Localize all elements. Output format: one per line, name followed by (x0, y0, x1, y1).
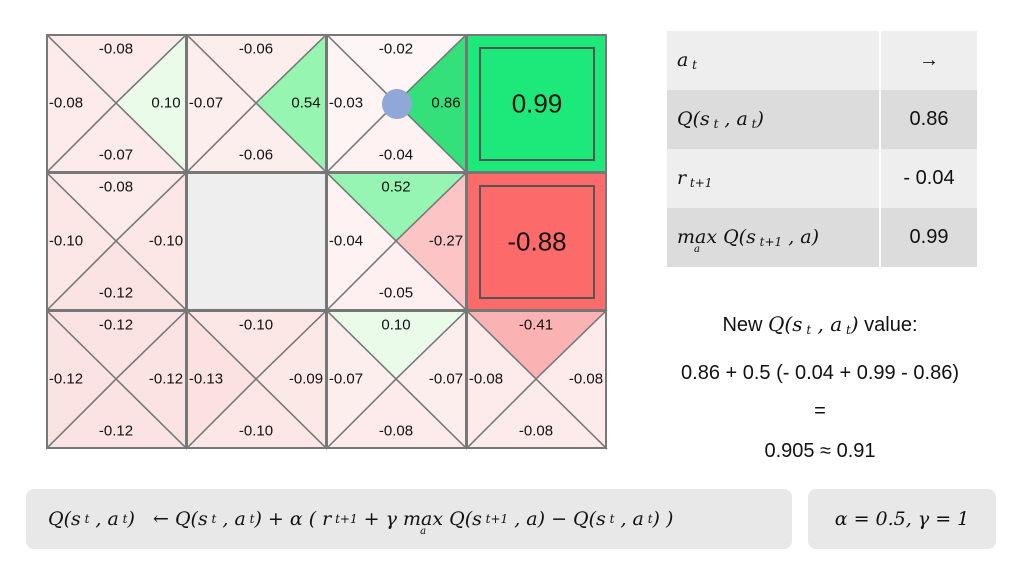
q-value-right: -0.08 (568, 370, 604, 388)
table-value: 0.86 (880, 90, 977, 149)
q-value-down: -0.08 (378, 422, 414, 440)
update-result: 0.905 ≈ 0.91 (764, 440, 876, 462)
q-value-right: 0.54 (291, 94, 321, 112)
q-value-right: 0.10 (151, 94, 181, 112)
agent-marker (382, 89, 412, 119)
q-value-down: -0.06 (238, 146, 274, 164)
table-row: a t → (667, 31, 977, 90)
cell-border (466, 310, 607, 449)
terminal-value: -0.88 (507, 226, 567, 257)
q-value-up: -0.12 (98, 316, 134, 334)
hyperparameters: α = 0.5, γ = 1 (808, 489, 996, 549)
transition-table: a t → Q(s t , a t) 0.86 r t+1- 0.04 max a Q(s … (667, 31, 977, 267)
q-value-down: -0.08 (518, 422, 554, 440)
q-value-down: -0.10 (238, 422, 274, 440)
grid-cell-r0-c1: -0.06 -0.06 -0.07 0.54 (186, 34, 328, 174)
table-value: - 0.04 (880, 149, 977, 208)
table-label: a t (667, 31, 881, 90)
q-value-up: -0.10 (238, 316, 274, 334)
table-label: r t+1 (667, 149, 881, 208)
q-value-right: -0.09 (288, 370, 324, 388)
q-value-up: -0.08 (98, 178, 134, 196)
q-value-left: -0.08 (48, 94, 84, 112)
gridworld: -0.08 -0.07 -0.08 0.10 -0.06 -0.06 -0.07 0.54 -0… (46, 34, 608, 452)
grid-cell-r2-c3: -0.41 -0.08 -0.08 -0.08 (466, 310, 608, 450)
terminal-value: 0.99 (511, 88, 563, 119)
grid-cell-r0-c0: -0.08 -0.07 -0.08 0.10 (46, 34, 188, 174)
q-value-right: -0.07 (428, 370, 464, 388)
q-value-left: -0.07 (188, 94, 224, 112)
table-row: Q(s t , a t) 0.86 (667, 90, 977, 149)
q-value-down: -0.05 (378, 284, 414, 302)
q-learning-update-formula: Q(s t , a t) ← Q(s t , a t) + α ( r t+1 … (26, 489, 792, 549)
q-value-right: 0.86 (431, 94, 461, 112)
grid-cell-r1-c3: -0.88 (466, 172, 607, 311)
new-q-heading: New Q(s t , a t) value: (640, 312, 1000, 337)
q-value-left: -0.08 (468, 370, 504, 388)
new-q-suffix: value: (864, 314, 918, 336)
q-value-down: -0.04 (378, 146, 414, 164)
q-value-up: -0.06 (238, 40, 274, 58)
q-value-up: -0.41 (518, 316, 554, 334)
q-value-right: -0.12 (148, 370, 184, 388)
terminal-state-box: 0.99 (479, 47, 595, 161)
q-value-left: -0.03 (328, 94, 364, 112)
grid-cell-r0-c2: -0.02 -0.04 -0.03 0.86 (326, 34, 468, 174)
q-value-up: -0.02 (378, 40, 414, 58)
grid-cell-r1-c1 (186, 172, 327, 311)
q-value-right: -0.10 (148, 232, 184, 250)
grid-cell-r2-c1: -0.10 -0.10 -0.13 -0.09 (186, 310, 328, 450)
table-label: max a Q(s t+1 , a) (667, 208, 881, 267)
grid-cell-r1-c0: -0.08 -0.12 -0.10 -0.10 (46, 172, 188, 312)
grid-cell-r2-c0: -0.12 -0.12 -0.12 -0.12 (46, 310, 188, 450)
table-value: → (880, 31, 977, 90)
table-label: Q(s t , a t) (667, 90, 881, 149)
q-value-down: -0.12 (98, 422, 134, 440)
grid-cell-r0-c3: 0.99 (466, 34, 607, 173)
table-value: 0.99 (880, 208, 977, 267)
terminal-fill (466, 172, 607, 311)
grid-cell-r1-c2: 0.52 -0.05 -0.04 -0.27 (326, 172, 468, 312)
update-expression: 0.86 + 0.5 (- 0.04 + 0.99 - 0.86) (681, 362, 959, 384)
q-st-at-symbol: Q(s t , a t) (768, 312, 859, 337)
q-value-up: -0.08 (98, 40, 134, 58)
q-value-down: -0.12 (98, 284, 134, 302)
grid-cell-r2-c2: 0.10 -0.08 -0.07 -0.07 (326, 310, 468, 450)
new-q-prefix: New (722, 314, 763, 336)
q-value-up: 0.10 (381, 316, 411, 334)
terminal-fill (466, 34, 607, 173)
q-value-left: -0.12 (48, 370, 84, 388)
q-value-left: -0.10 (48, 232, 84, 250)
q-value-up: 0.52 (381, 178, 411, 196)
q-value-left: -0.13 (188, 370, 224, 388)
equals-sign: = (814, 400, 826, 422)
wall-cell (186, 172, 327, 311)
q-value-down: -0.07 (98, 146, 134, 164)
q-value-left: -0.07 (328, 370, 364, 388)
terminal-state-box: -0.88 (479, 185, 595, 299)
q-value-left: -0.04 (328, 232, 364, 250)
table-row: r t+1- 0.04 (667, 149, 977, 208)
table-row: max a Q(s t+1 , a) 0.99 (667, 208, 977, 267)
q-value-right: -0.27 (428, 232, 464, 250)
